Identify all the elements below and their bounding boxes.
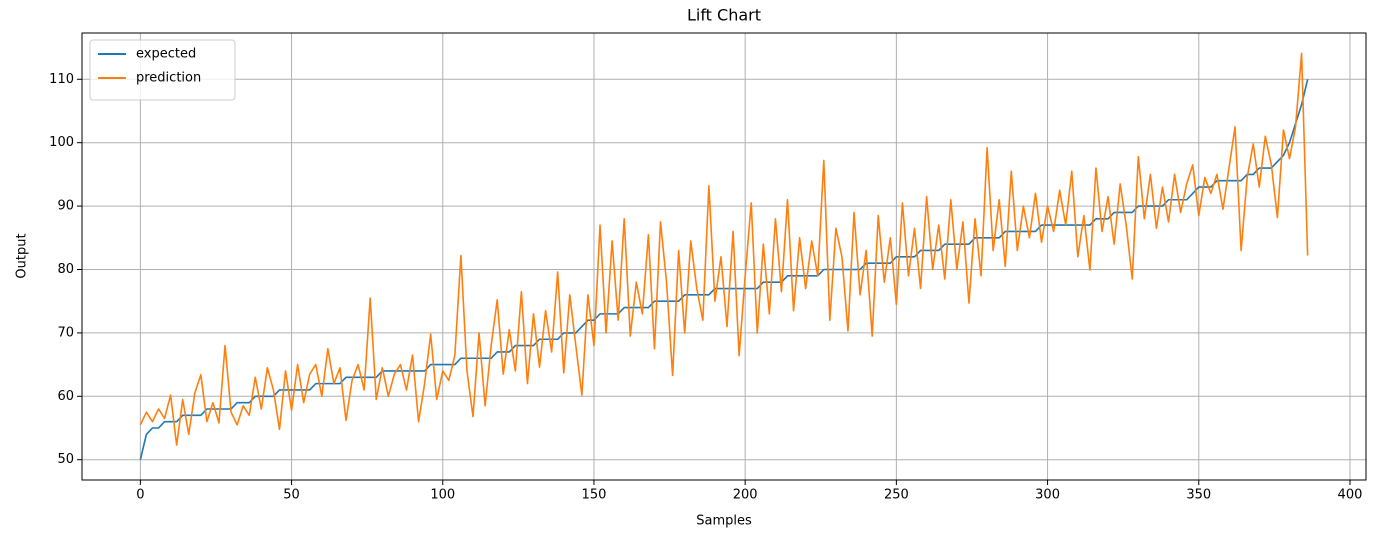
y-tick-label: 70 bbox=[57, 325, 74, 340]
x-tick-label: 350 bbox=[1186, 488, 1211, 503]
y-axis-label: Output bbox=[15, 233, 30, 278]
legend-label: expected bbox=[136, 47, 196, 62]
x-tick-label: 50 bbox=[283, 488, 300, 503]
y-tick-label: 110 bbox=[49, 72, 74, 87]
x-tick-label: 100 bbox=[430, 488, 455, 503]
legend-label: prediction bbox=[136, 71, 201, 86]
x-tick-label: 250 bbox=[884, 488, 909, 503]
chart-title: Lift Chart bbox=[687, 6, 761, 25]
y-tick-label: 90 bbox=[57, 199, 74, 214]
legend-box bbox=[89, 39, 236, 101]
y-tick-label: 50 bbox=[57, 452, 74, 467]
y-tick-label: 60 bbox=[57, 389, 74, 404]
x-tick-label: 300 bbox=[1035, 488, 1060, 503]
line-series bbox=[139, 52, 1309, 446]
axes-frame bbox=[81, 32, 1367, 481]
x-tick-label: 400 bbox=[1338, 488, 1363, 503]
y-tick-label: 100 bbox=[49, 135, 74, 150]
x-axis-label: Samples bbox=[696, 514, 752, 529]
x-tick-label: 150 bbox=[582, 488, 607, 503]
y-tick-label: 80 bbox=[57, 262, 74, 277]
x-tick-label: 0 bbox=[136, 488, 144, 503]
x-tick-label: 200 bbox=[733, 488, 758, 503]
